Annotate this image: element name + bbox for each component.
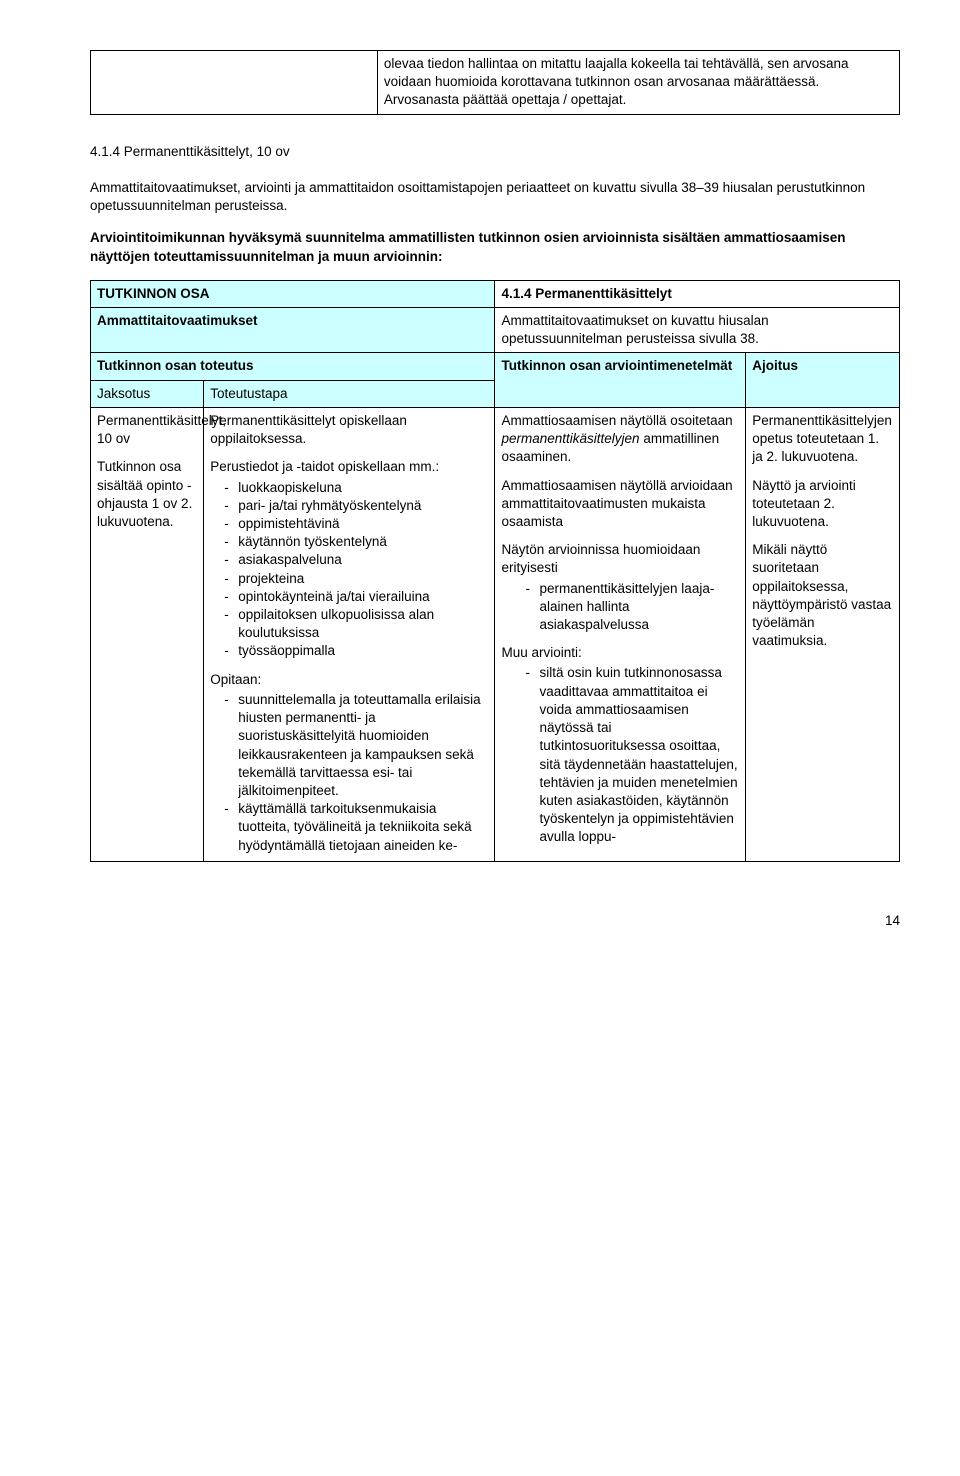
intro-paragraph-2-bold: Arviointitoimikunnan hyväksymä suunnitel… bbox=[90, 229, 900, 265]
cell-toteutustapa-label: Toteutustapa bbox=[204, 380, 495, 407]
intro-paragraph-1: Ammattitaitovaatimukset, arviointi ja am… bbox=[90, 179, 900, 215]
list-item: projekteina bbox=[224, 570, 488, 588]
cell-ajoitus-content: Permanenttikäsittelyjen opetus toteuteta… bbox=[746, 407, 900, 861]
top-context-table: olevaa tiedon hallintaa on mitattu laaja… bbox=[90, 50, 900, 115]
list-item: käytännön työskentelynä bbox=[224, 533, 488, 551]
list-item: asiakaspalveluna bbox=[224, 551, 488, 569]
jaksotus-p2: Tutkinnon osa sisältää opinto - ohjausta… bbox=[97, 458, 197, 531]
list-item: permanenttikäsittelyjen laaja-alainen ha… bbox=[525, 580, 739, 635]
arviointi-p1-italic: permanenttikäsittelyjen bbox=[501, 431, 639, 446]
arviointi-list2: siltä osin kuin tutkinnonosassa vaaditta… bbox=[501, 664, 739, 846]
toteutus-list2: suunnittelemalla ja toteuttamalla erilai… bbox=[210, 691, 488, 855]
cell-arviointi-content: Ammattiosaamisen näytöllä osoitetaan per… bbox=[495, 407, 746, 861]
toteutus-p3: Opitaan: bbox=[210, 671, 488, 689]
cell-arviointimenetelmat-label: Tutkinnon osan arviointimenetelmät bbox=[495, 353, 746, 407]
section-heading: 4.1.4 Permanenttikäsittelyt, 10 ov bbox=[90, 143, 900, 161]
list-item: luokkaopiskeluna bbox=[224, 479, 488, 497]
list-item: opintokäynteinä ja/tai vierailuina bbox=[224, 588, 488, 606]
main-table: TUTKINNON OSA 4.1.4 Permanenttikäsittely… bbox=[90, 280, 900, 862]
jaksotus-p1: Permanenttikäsittelyt, 10 ov bbox=[97, 412, 197, 448]
list-item: oppimistehtävinä bbox=[224, 515, 488, 533]
page-number: 14 bbox=[90, 912, 900, 930]
ajoitus-p1: Permanenttikäsittelyjen opetus toteuteta… bbox=[752, 412, 893, 467]
list-item: oppilaitoksen ulkopuolisissa alan koulut… bbox=[224, 606, 488, 642]
list-item: käyttämällä tarkoituksenmukaisia tuottei… bbox=[224, 800, 488, 855]
list-item: pari- ja/tai ryhmätyöskentelynä bbox=[224, 497, 488, 515]
list-item: työssäoppimalla bbox=[224, 642, 488, 660]
arviointi-p1-a: Ammattiosaamisen näytöllä osoitetaan bbox=[501, 413, 732, 428]
list-item: suunnittelemalla ja toteuttamalla erilai… bbox=[224, 691, 488, 800]
top-left-empty-cell bbox=[91, 51, 378, 115]
row-tutkinnon-osa: TUTKINNON OSA 4.1.4 Permanenttikäsittely… bbox=[91, 280, 900, 307]
cell-jaksotus-content: Permanenttikäsittelyt, 10 ov Tutkinnon o… bbox=[91, 407, 204, 861]
row-toteutus-header: Tutkinnon osan toteutus Tutkinnon osan a… bbox=[91, 353, 900, 380]
cell-tutkinnon-osa-value: 4.1.4 Permanenttikäsittelyt bbox=[495, 280, 900, 307]
arviointi-p2: Ammattiosaamisen näytöllä arvioidaan amm… bbox=[501, 477, 739, 532]
cell-tutkinnon-osa-label: TUTKINNON OSA bbox=[91, 280, 495, 307]
cell-vaatimukset-value: Ammattitaitovaatimukset on kuvattu hiusa… bbox=[495, 307, 900, 352]
arviointi-list1: permanenttikäsittelyjen laaja-alainen ha… bbox=[501, 580, 739, 635]
cell-ajoitus-label: Ajoitus bbox=[746, 353, 900, 407]
top-right-cell: olevaa tiedon hallintaa on mitattu laaja… bbox=[377, 51, 899, 115]
list-item: siltä osin kuin tutkinnonosassa vaaditta… bbox=[525, 664, 739, 846]
row-content: Permanenttikäsittelyt, 10 ov Tutkinnon o… bbox=[91, 407, 900, 861]
toteutus-p1: Permanenttikäsittelyt opiskellaan oppila… bbox=[210, 412, 488, 448]
toteutus-list1: luokkaopiskeluna pari- ja/tai ryhmätyösk… bbox=[210, 479, 488, 661]
ajoitus-p3: Mikäli näyttö suoritetaan oppilaitoksess… bbox=[752, 541, 893, 650]
ajoitus-p2: Näyttö ja arviointi toteutetaan 2. lukuv… bbox=[752, 477, 893, 532]
toteutus-p2: Perustiedot ja -taidot opiskellaan mm.: bbox=[210, 458, 488, 476]
cell-toteutustapa-content: Permanenttikäsittelyt opiskellaan oppila… bbox=[204, 407, 495, 861]
arviointi-p1: Ammattiosaamisen näytöllä osoitetaan per… bbox=[501, 412, 739, 467]
arviointi-p4: Muu arviointi: bbox=[501, 644, 739, 662]
cell-jaksotus-label: Jaksotus bbox=[91, 380, 204, 407]
arviointi-p3: Näytön arvioinnissa huomioidaan erityise… bbox=[501, 541, 739, 577]
row-ammattitaitovaatimukset: Ammattitaitovaatimukset Ammattitaitovaat… bbox=[91, 307, 900, 352]
cell-vaatimukset-label: Ammattitaitovaatimukset bbox=[91, 307, 495, 352]
cell-toteutus-label: Tutkinnon osan toteutus bbox=[91, 353, 495, 380]
